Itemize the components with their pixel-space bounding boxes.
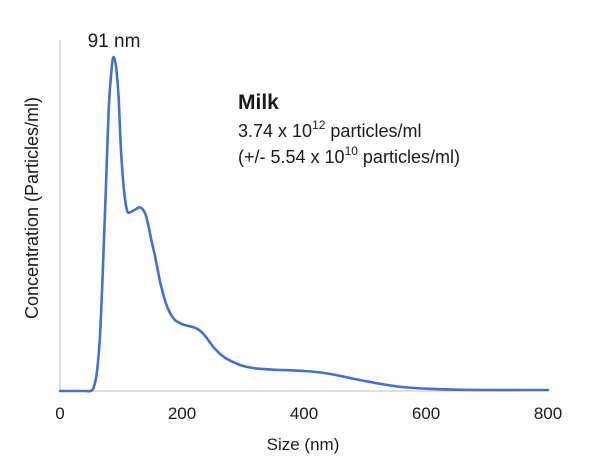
concentration-line: 3.74 x 1012 particles/ml <box>238 118 421 141</box>
x-tick-label: 800 <box>534 404 562 423</box>
x-tick-label: 400 <box>290 404 318 423</box>
x-tick-label: 0 <box>55 404 64 423</box>
conc-exponent: 12 <box>312 118 326 132</box>
err-prefix: (+/- 5.54 x 10 <box>238 147 345 167</box>
series-line <box>58 55 550 393</box>
err-unit: particles/ml) <box>358 147 460 167</box>
sample-name: Milk <box>238 91 279 114</box>
conc-mantissa: 3.74 x 10 <box>238 121 312 141</box>
y-axis-label: Concentration (Particles/ml) <box>22 97 42 319</box>
conc-unit: particles/ml <box>325 121 421 141</box>
error-line: (+/- 5.54 x 1010 particles/ml) <box>238 144 460 167</box>
err-exponent: 10 <box>345 144 359 158</box>
x-axis-label: Size (nm) <box>267 435 340 454</box>
x-tick-label: 600 <box>412 404 440 423</box>
x-tick-label: 200 <box>168 404 196 423</box>
x-tick-labels: 0 200 400 600 800 <box>55 404 562 423</box>
peak-label: 91 nm <box>88 31 141 52</box>
